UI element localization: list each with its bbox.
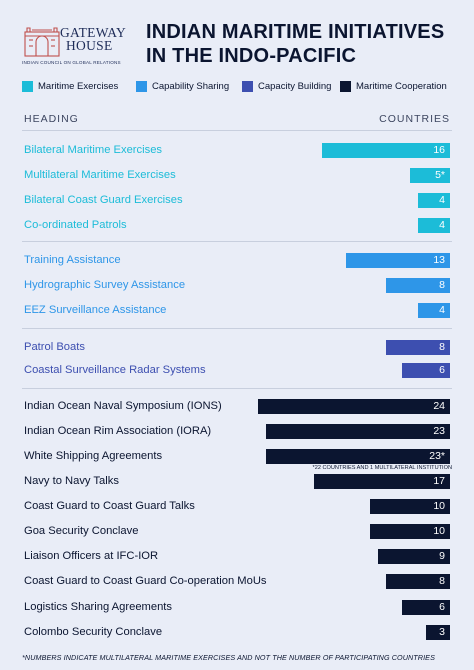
gateway-arch-icon bbox=[24, 27, 60, 57]
bar: 8 bbox=[386, 278, 450, 293]
bar-value-label: 23* bbox=[429, 450, 445, 462]
row-label: Co-ordinated Patrols bbox=[24, 219, 127, 231]
group-divider bbox=[22, 328, 452, 329]
row-label: Multilateral Maritime Exercises bbox=[24, 169, 176, 181]
row-label: Indian Ocean Naval Symposium (IONS) bbox=[24, 400, 222, 412]
row-label: Bilateral Coast Guard Exercises bbox=[24, 194, 183, 206]
row-label: EEZ Surveillance Assistance bbox=[24, 304, 167, 316]
bar-annotation: *22 COUNTRIES AND 1 MULTILATERAL INSTITU… bbox=[312, 465, 452, 471]
bar-value-label: 10 bbox=[433, 525, 445, 537]
row-label: Hydrographic Survey Assistance bbox=[24, 279, 186, 291]
legend: Maritime Exercises Capability Sharing Ca… bbox=[22, 79, 462, 93]
legend-label: Maritime Exercises bbox=[38, 80, 119, 92]
row-label: Navy to Navy Talks bbox=[24, 475, 119, 487]
row-label: Liaison Officers at IFC-IOR bbox=[24, 550, 159, 562]
bar-value-label: 3 bbox=[439, 626, 445, 638]
bar: 3 bbox=[426, 625, 450, 640]
bar-value-label: 6 bbox=[439, 364, 445, 376]
group-divider bbox=[22, 388, 452, 389]
page-title: INDIAN MARITIME INITIATIVES IN THE INDO-… bbox=[146, 20, 466, 68]
legend-label: Capability Sharing bbox=[152, 80, 230, 92]
bar: 8 bbox=[386, 340, 450, 355]
bar: 6 bbox=[402, 600, 450, 615]
legend-label: Maritime Cooperation bbox=[356, 80, 447, 92]
legend-swatch bbox=[22, 80, 33, 92]
bar-value-label: 24 bbox=[433, 400, 445, 412]
bar: 10 bbox=[370, 524, 450, 539]
gateway-house-logo: GATEWAY HOUSE INDIAN COUNCIL ON GLOBAL R… bbox=[22, 24, 134, 72]
bar-value-label: 4 bbox=[439, 219, 445, 231]
row-label: Goa Security Conclave bbox=[24, 525, 139, 537]
row-label: Patrol Boats bbox=[24, 341, 85, 353]
bar: 23 bbox=[266, 424, 450, 439]
bar: 4 bbox=[418, 303, 450, 318]
bar-value-label: 6 bbox=[439, 601, 445, 613]
bar: 17 bbox=[314, 474, 450, 489]
bar: 9 bbox=[378, 549, 450, 564]
bar-value-label: 16 bbox=[433, 144, 445, 156]
bar: 4 bbox=[418, 218, 450, 233]
bar-value-label: 5* bbox=[435, 169, 445, 181]
title-line-2: IN THE INDO-PACIFIC bbox=[146, 45, 357, 67]
row-label: Indian Ocean Rim Association (IORA) bbox=[24, 425, 212, 437]
row-label: Logistics Sharing Agreements bbox=[24, 601, 173, 613]
legend-swatch bbox=[242, 80, 253, 92]
row-label: Coast Guard to Coast Guard Talks bbox=[24, 500, 195, 512]
logo-text-gateway: GATEWAY bbox=[60, 25, 127, 40]
bar: 6 bbox=[402, 363, 450, 378]
row-label: White Shipping Agreements bbox=[24, 450, 163, 462]
bar: 23* bbox=[266, 449, 450, 464]
column-header-countries: COUNTRIES bbox=[379, 113, 450, 125]
legend-label: Capacity Building bbox=[258, 80, 332, 92]
bar-value-label: 8 bbox=[439, 279, 445, 291]
bar: 8 bbox=[386, 574, 450, 589]
header-divider bbox=[22, 130, 452, 131]
row-label: Colombo Security Conclave bbox=[24, 626, 163, 638]
row-label: Training Assistance bbox=[24, 254, 121, 266]
bar: 13 bbox=[346, 253, 450, 268]
bar: 4 bbox=[418, 193, 450, 208]
title-line-1: INDIAN MARITIME INITIATIVES bbox=[146, 21, 445, 43]
row-label: Coast Guard to Coast Guard Co-operation … bbox=[24, 575, 267, 587]
bar-value-label: 9 bbox=[439, 550, 445, 562]
bar: 10 bbox=[370, 499, 450, 514]
legend-item-maritime-exercises: Maritime Exercises bbox=[22, 79, 118, 93]
bar-value-label: 10 bbox=[433, 500, 445, 512]
header: GATEWAY HOUSE INDIAN COUNCIL ON GLOBAL R… bbox=[0, 0, 474, 76]
legend-item-capacity-building: Capacity Building bbox=[242, 79, 331, 93]
bar-value-label: 8 bbox=[439, 341, 445, 353]
bar-value-label: 13 bbox=[433, 254, 445, 266]
bar-value-label: 17 bbox=[433, 475, 445, 487]
bar-value-label: 4 bbox=[439, 304, 445, 316]
bar-value-label: 4 bbox=[439, 194, 445, 206]
legend-item-capability-sharing: Capability Sharing bbox=[136, 79, 229, 93]
bar: 16 bbox=[322, 143, 450, 158]
bar-value-label: 23 bbox=[433, 425, 445, 437]
logo-text-house: HOUSE bbox=[66, 38, 113, 53]
footnote: *NUMBERS INDICATE MULTILATERAL MARITIME … bbox=[22, 653, 435, 662]
logo-subtitle: INDIAN COUNCIL ON GLOBAL RELATIONS bbox=[22, 60, 121, 65]
column-header-heading: HEADING bbox=[24, 113, 79, 125]
legend-swatch bbox=[136, 80, 147, 92]
bar-value-label: 8 bbox=[439, 575, 445, 587]
bar: 5* bbox=[410, 168, 450, 183]
legend-swatch bbox=[340, 80, 351, 92]
row-label: Bilateral Maritime Exercises bbox=[24, 144, 163, 156]
bar: 24 bbox=[258, 399, 450, 414]
legend-item-maritime-cooperation: Maritime Cooperation bbox=[340, 79, 447, 93]
row-label: Coastal Surveillance Radar Systems bbox=[24, 364, 206, 376]
group-divider bbox=[22, 241, 452, 242]
